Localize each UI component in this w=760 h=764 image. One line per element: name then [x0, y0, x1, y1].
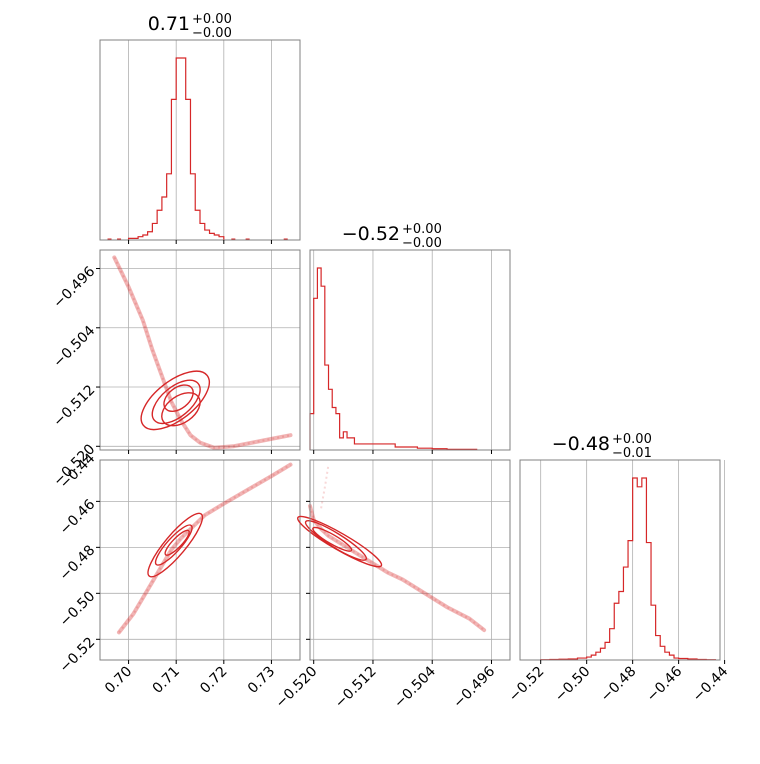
panel-bg-0 [100, 40, 300, 240]
contour-1_0-3 [161, 392, 201, 427]
xtick-label-1-3: −0.496 [450, 663, 498, 711]
contour-1_0-1 [151, 379, 201, 425]
histogram-1 [309, 267, 478, 450]
contour-1_0-0 [163, 384, 194, 412]
panel-frame-0 [99, 39, 301, 241]
xtick-label-2-0: −0.52 [506, 664, 548, 706]
xtick-label-0-2: 0.72 [197, 664, 230, 697]
panel-frame-2 [519, 459, 721, 661]
xtick-label-2-1: −0.50 [552, 664, 594, 706]
param-title-0: 0.71 [148, 13, 190, 35]
density-ridge-2_0 [117, 462, 293, 635]
panel-bg-2_1 [310, 460, 510, 660]
contour-2_1-0 [312, 526, 353, 552]
scatter-tail-2_1 [320, 464, 330, 509]
param-title-minus-0: −0.00 [192, 26, 232, 41]
param-title-plus-1: +0.00 [402, 222, 442, 237]
param-title-plus-0: +0.00 [192, 12, 232, 27]
xtick-label-1-1: −0.512 [332, 664, 380, 712]
ytick-label-1-2: −0.512 [50, 382, 98, 430]
xtick-label-0-3: 0.73 [245, 664, 278, 697]
ytick-label-2-4: −0.52 [57, 634, 99, 676]
contour-2_1-2 [297, 515, 383, 568]
param-title-plus-2: +0.00 [612, 432, 652, 447]
xtick-label-1-0: −0.520 [273, 664, 321, 712]
xtick-label-1-2: −0.504 [391, 663, 439, 711]
panel-bg-2_0 [100, 460, 300, 660]
param-title-minus-2: −0.01 [612, 446, 652, 461]
ytick-label-2-2: −0.48 [57, 542, 99, 584]
contour-2_0-1 [147, 512, 204, 578]
histogram-2 [540, 477, 717, 661]
panel-frame-2_1 [309, 459, 511, 661]
panel-frame-2_0 [99, 459, 301, 661]
param-title-1: −0.52 [342, 223, 400, 245]
panel-bg-1 [310, 250, 510, 450]
ytick-label-1-1: −0.504 [50, 323, 98, 371]
panel-frame-1 [309, 249, 511, 451]
contour-2_0-2 [164, 529, 190, 556]
contour-1_0-2 [140, 370, 210, 431]
param-title-2: −0.48 [552, 433, 610, 455]
xtick-label-2-3: −0.46 [644, 663, 686, 705]
xtick-label-2-2: −0.48 [598, 664, 640, 706]
xtick-label-0-0: 0.70 [102, 664, 135, 697]
xtick-label-0-1: 0.71 [150, 664, 183, 697]
ytick-label-1-0: −0.496 [50, 264, 98, 312]
scatter-trace-2_0 [118, 463, 292, 634]
ytick-label-2-1: −0.46 [57, 496, 99, 538]
ytick-label-2-3: −0.50 [57, 588, 99, 630]
panel-bg-2 [520, 460, 720, 660]
contour-2_0-0 [154, 524, 193, 566]
panel-bg-1_0 [100, 250, 300, 450]
param-title-minus-1: −0.00 [402, 236, 442, 251]
xtick-label-2-4: −0.44 [690, 663, 732, 705]
density-ridge-1_0 [112, 255, 293, 450]
scatter-trace-1_0 [113, 256, 291, 449]
histogram-0 [127, 57, 225, 240]
panel-frame-1_0 [99, 249, 301, 451]
